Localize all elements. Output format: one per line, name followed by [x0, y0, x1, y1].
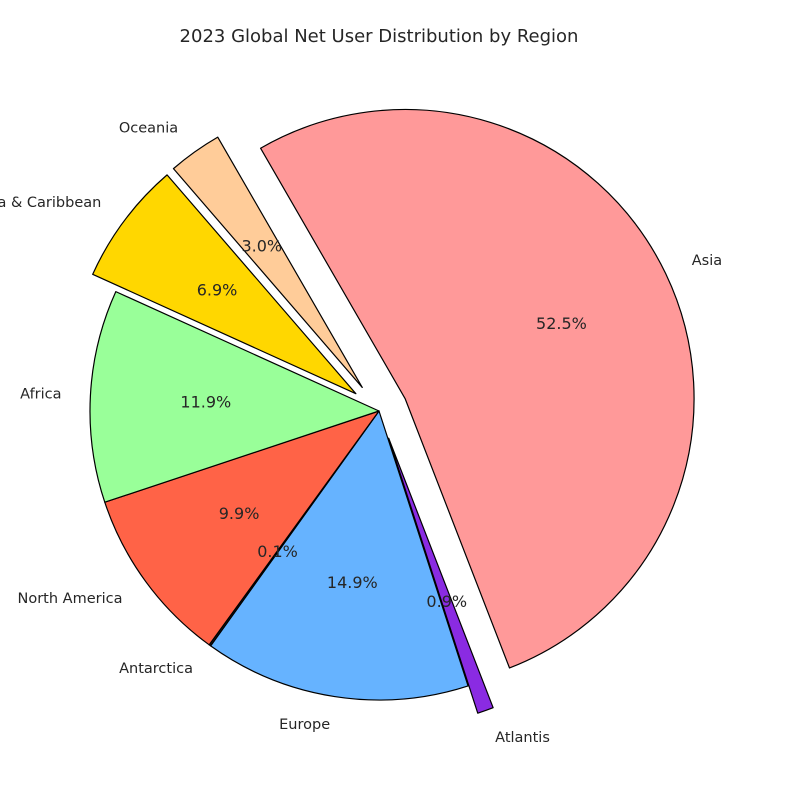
pct-label-africa: 11.9% [180, 392, 231, 411]
pie-slice-africa [89, 291, 380, 503]
pct-label-oceania: 3.0% [241, 237, 282, 256]
pct-label-north-america: 9.9% [219, 504, 260, 523]
chart-title: 2023 Global Net User Distribution by Reg… [180, 26, 579, 47]
pct-label-atlantis: 0.9% [426, 592, 467, 611]
slice-label-africa: Africa [20, 386, 61, 402]
pie-slice-latin-america-and-caribbean [92, 174, 357, 395]
pie-slice-north-america [104, 410, 380, 646]
pie-slices [89, 108, 695, 714]
slice-label-europe: Europe [279, 717, 330, 733]
pie-slice-asia [259, 108, 695, 669]
slice-label-asia: Asia [692, 253, 722, 269]
pie-slice-europe [210, 410, 469, 701]
pie-slice-oceania [172, 136, 363, 389]
pct-label-antarctica: 0.1% [257, 542, 298, 561]
slice-label-atlantis: Atlantis [495, 730, 550, 746]
pie-slice-atlantis [388, 437, 494, 714]
slice-label-latin-america-and-caribbean: Latin America & Caribbean [0, 195, 101, 211]
pct-label-latin-america-and-caribbean: 6.9% [197, 280, 238, 299]
pct-label-europe: 14.9% [327, 573, 378, 592]
pct-label-asia: 52.5% [536, 314, 587, 333]
slice-label-oceania: Oceania [119, 120, 178, 136]
pie-labels: Asia 52.5% Atlantis 0.9% Europe 14.9% Antarcti… [0, 120, 722, 745]
slice-label-antarctica: Antarctica [119, 661, 193, 677]
slice-label-north-america: North America [17, 591, 122, 607]
